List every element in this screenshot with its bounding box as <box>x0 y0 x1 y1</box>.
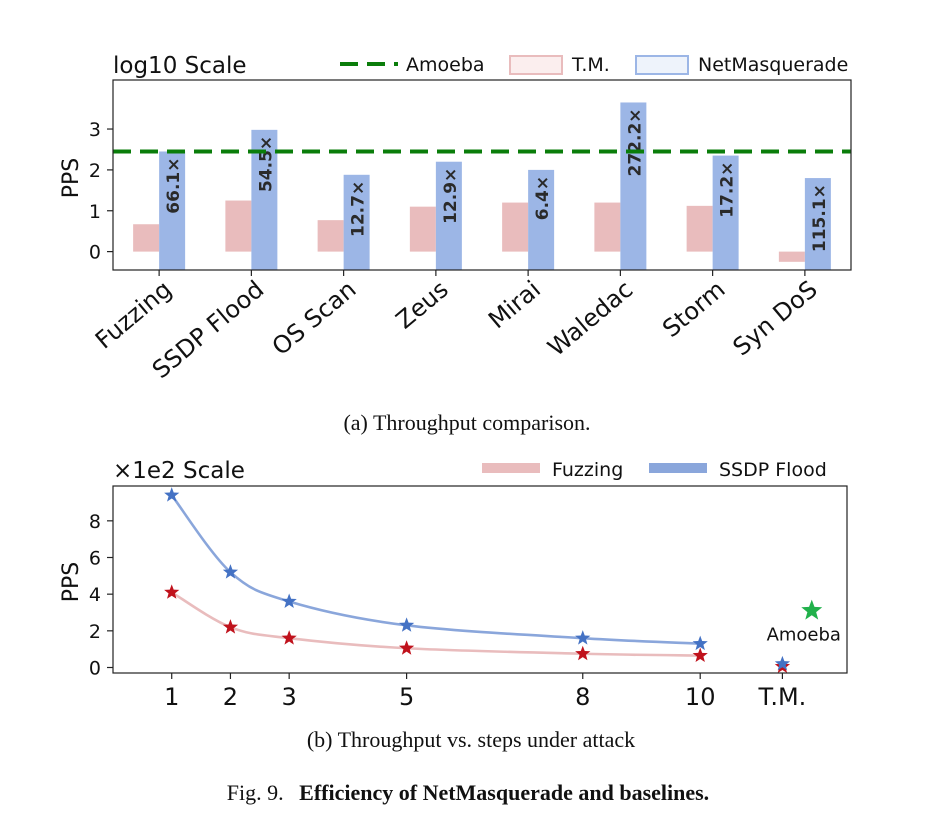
bar-tm <box>225 200 252 252</box>
legend-tm-label: T.M. <box>571 54 610 76</box>
scale-note: log10 Scale <box>113 53 247 79</box>
throughput-bar-chart: 66.1× 54.5× 12.7× 12.9× 6.4× 272.2× 17.2× 115.1… <box>59 53 852 435</box>
bar-speedup-label: 115.1× <box>810 184 830 252</box>
bar-tm <box>594 202 621 252</box>
bar-speedup-label: 66.1× <box>164 158 184 214</box>
legend: Amoeba T.M. NetMasquerade <box>340 54 848 76</box>
y-tick-label: 8 <box>89 511 101 533</box>
legend-fuzzing-swatch <box>482 463 540 473</box>
bar-tm <box>502 202 529 252</box>
subfigure-caption: (a) Throughput comparison. <box>343 410 590 435</box>
data-point-star <box>398 640 415 655</box>
y-axis-label: PPS <box>59 158 84 199</box>
x-tick-label: Fuzzing <box>90 275 177 354</box>
x-tick-label: 5 <box>399 683 414 711</box>
x-tick-label: 10 <box>685 683 716 711</box>
bar-speedup-label: 272.2× <box>625 108 645 176</box>
plot-frame <box>112 485 848 674</box>
y-axis-ticks: 0 1 2 3 <box>89 119 113 264</box>
legend: Fuzzing SSDP Flood <box>482 459 827 481</box>
x-tick-label: Zeus <box>391 275 454 334</box>
bar-netmasquerade <box>159 151 186 270</box>
y-tick-label: 0 <box>89 658 101 680</box>
y-tick-label: 2 <box>89 160 101 182</box>
legend-netmasquerade-swatch <box>635 55 689 75</box>
data-point-star <box>281 630 297 645</box>
bar-netmasquerade <box>804 178 831 270</box>
tm-point-star <box>774 655 791 671</box>
bar-netmasquerade <box>435 161 462 270</box>
data-point-star <box>692 635 708 651</box>
bar-speedup-label: 12.9× <box>441 168 461 224</box>
bar-speedup-label: 17.2× <box>718 162 738 218</box>
x-tick-label: 2 <box>223 683 238 711</box>
bar-netmasquerade <box>343 174 370 270</box>
x-tick-label: T.M. <box>758 683 807 711</box>
y-tick-label: 2 <box>89 621 101 643</box>
bar-speedup-label: 6.4× <box>533 176 553 220</box>
data-point-star <box>575 630 591 645</box>
legend-netmasquerade-label: NetMasquerade <box>698 54 848 76</box>
bar-netmasquerade <box>620 102 647 271</box>
figure-caption-title: Efficiency of NetMasquerade and baseline… <box>299 780 709 805</box>
bar-tm <box>686 205 713 252</box>
bar-tm <box>317 220 344 252</box>
figure-caption: Fig. 9. Efficiency of NetMasquerade and … <box>227 780 709 805</box>
x-tick-label: 3 <box>282 683 297 711</box>
bar-netmasquerade <box>528 169 555 270</box>
figure-caption-prefix: Fig. 9. <box>227 780 284 805</box>
data-point-star <box>575 645 591 661</box>
scale-note: ×1e2 Scale <box>113 458 245 484</box>
x-tick-label: Storm <box>657 275 730 343</box>
x-tick-label: Mirai <box>483 275 546 334</box>
y-tick-label: 4 <box>89 584 101 606</box>
y-axis-ticks: 0 2 4 6 8 <box>89 511 113 680</box>
bar-tm <box>409 206 436 252</box>
marker-group <box>164 487 823 674</box>
series-line-fuzzing <box>171 591 701 657</box>
x-tick-label: Syn DoS <box>728 275 823 361</box>
bar-tm <box>133 224 160 252</box>
plot-frame <box>112 79 852 271</box>
legend-tm-swatch <box>509 55 563 75</box>
data-point-star <box>164 487 180 502</box>
x-tick-label: Waledac <box>542 275 638 362</box>
data-point-star <box>222 564 239 579</box>
y-tick-label: 3 <box>89 119 101 141</box>
data-point-star <box>281 593 297 608</box>
x-tick-label: 8 <box>575 683 590 711</box>
data-point-star <box>164 584 180 599</box>
y-tick-label: 6 <box>89 548 101 570</box>
legend-amoeba-label: Amoeba <box>406 54 485 76</box>
amoeba-point-star <box>801 599 823 620</box>
data-point-star <box>222 619 239 634</box>
y-tick-label: 1 <box>89 201 101 223</box>
throughput-steps-line-chart: 0 2 4 6 8 1 2 3 5 8 10 T.M. PPS ×1e2 Scale Fuzzing… <box>59 458 848 752</box>
x-axis-ticks: 1 2 3 5 8 10 T.M. <box>164 673 806 711</box>
bar-speedup-label: 12.7× <box>349 181 369 237</box>
bar-speedup-label: 54.5× <box>256 136 276 192</box>
series-line-ssdp-flood <box>170 494 701 645</box>
bar-tm <box>778 251 805 262</box>
data-point-star <box>692 647 708 663</box>
bar-netmasquerade <box>712 155 739 270</box>
legend-ssdp-flood-swatch <box>649 463 707 473</box>
legend-ssdp-flood-label: SSDP Flood <box>719 459 827 481</box>
x-tick-label: OS Scan <box>267 275 362 361</box>
y-tick-label: 0 <box>89 242 101 264</box>
x-tick-label: 1 <box>164 683 179 711</box>
amoeba-annotation: Amoeba <box>767 625 841 646</box>
legend-fuzzing-label: Fuzzing <box>552 459 623 481</box>
data-point-star <box>398 617 415 632</box>
subfigure-caption: (b) Throughput vs. steps under attack <box>307 727 635 752</box>
y-axis-label: PPS <box>59 562 84 603</box>
line-series-group <box>170 494 701 657</box>
